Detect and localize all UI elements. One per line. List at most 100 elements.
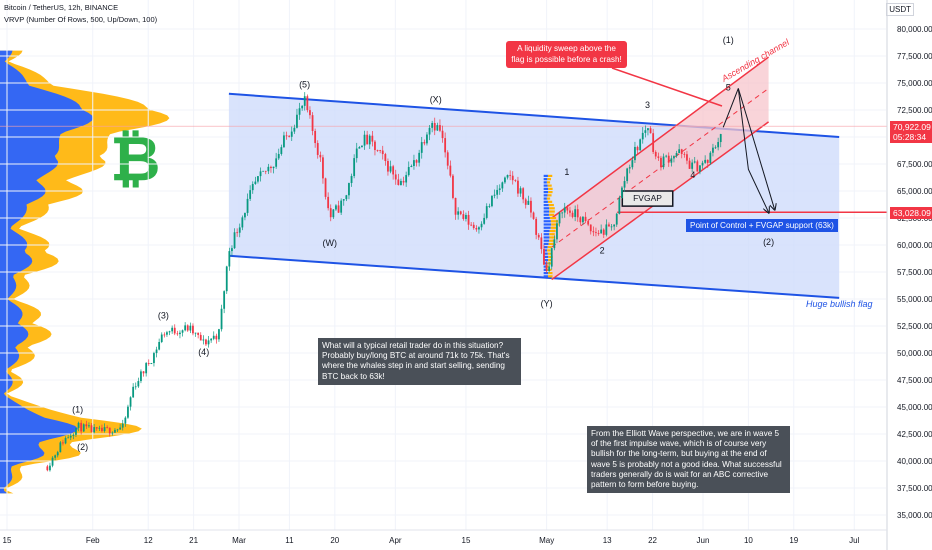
candle-body	[397, 179, 400, 186]
candle-body	[288, 135, 291, 137]
mini-volume-bar	[543, 191, 549, 194]
candle-body	[478, 227, 480, 230]
candle-body	[402, 180, 405, 183]
mini-volume-bar	[547, 252, 552, 255]
candle-body	[491, 195, 493, 207]
candle-body	[111, 432, 114, 434]
candle-body	[628, 167, 631, 169]
candle-body	[439, 125, 441, 131]
candle-body	[158, 341, 161, 350]
mini-volume-bar	[548, 255, 553, 258]
candle-body	[592, 231, 595, 233]
current-price: 70,922.09	[893, 122, 931, 132]
mini-volume-bar	[547, 178, 551, 181]
candle-body	[103, 427, 106, 432]
elliott-wave-note: From the Elliott Wave perspective, we ar…	[587, 426, 790, 494]
candle-body	[147, 363, 150, 364]
candle-body	[210, 338, 213, 341]
candle-body	[137, 381, 140, 387]
candle-body	[498, 188, 501, 190]
mini-volume-bar	[543, 194, 548, 197]
candle-body	[340, 200, 343, 213]
mini-volume-bar	[543, 246, 548, 249]
candle-body	[163, 334, 166, 336]
candle-body	[186, 325, 189, 331]
candle-body	[262, 170, 265, 172]
currency-unit-button[interactable]: USDT	[886, 3, 914, 16]
candle-body	[545, 264, 548, 271]
mini-volume-bar	[543, 213, 549, 216]
candle-body	[51, 457, 54, 466]
candle-body	[59, 442, 62, 453]
candle-body	[277, 153, 280, 159]
candle-body	[675, 153, 678, 157]
wave-label: 2	[600, 246, 605, 256]
mini-volume-bar	[543, 220, 551, 223]
candle-body	[696, 161, 699, 172]
x-tick-label: Mar	[232, 536, 246, 545]
candle-body	[335, 205, 337, 210]
candle-body	[249, 190, 252, 199]
mini-volume-bar	[547, 246, 552, 249]
candle-body	[218, 329, 220, 340]
candle-body	[106, 427, 109, 428]
candle-body	[511, 175, 514, 181]
candle-body	[472, 224, 475, 229]
candle-body	[699, 165, 701, 172]
mini-volume-bar	[543, 252, 548, 255]
candle-body	[423, 142, 426, 144]
candle-body	[688, 160, 691, 169]
candle-body	[532, 212, 535, 219]
candle-body	[639, 139, 642, 151]
candle-body	[686, 154, 688, 161]
candle-body	[496, 189, 499, 195]
candle-body	[407, 167, 410, 176]
candle-body	[457, 211, 460, 215]
mini-volume-bar	[551, 223, 559, 226]
candle-body	[719, 134, 722, 143]
ascending-upper-line	[551, 56, 770, 219]
mini-volume-bar	[543, 174, 548, 177]
mini-volume-bar	[548, 187, 553, 190]
candle-body	[418, 152, 421, 163]
candle-body	[400, 180, 402, 186]
candle-body	[236, 232, 239, 234]
mini-volume-bar	[548, 259, 553, 262]
candle-body	[449, 165, 452, 176]
candle-body	[361, 145, 363, 148]
candle-body	[184, 325, 187, 331]
candle-body	[225, 266, 228, 292]
x-tick-label: 22	[648, 536, 657, 545]
poc-label: Point of Control + FVGAP support (63k)	[686, 219, 838, 232]
candle-body	[441, 130, 444, 139]
y-tick-label: 60,000.00	[897, 241, 932, 250]
y-tick-label: 65,000.00	[897, 187, 932, 196]
candle-body	[205, 339, 207, 345]
candle-body	[504, 177, 506, 183]
mini-volume-bar	[543, 200, 548, 203]
candle-body	[644, 130, 647, 133]
candle-body	[179, 332, 181, 335]
candle-body	[548, 266, 551, 271]
candle-body	[46, 466, 49, 471]
candle-body	[270, 166, 272, 169]
candle-body	[618, 197, 621, 214]
projection-path-alt	[737, 88, 774, 209]
candle-body	[678, 149, 681, 154]
wave-label: (4)	[198, 347, 209, 357]
candle-body	[610, 226, 613, 228]
flag-lower-line	[228, 254, 840, 299]
mini-volume-bar	[549, 233, 555, 236]
candle-body	[121, 423, 124, 428]
candle-body	[337, 205, 340, 213]
candle-body	[574, 209, 577, 217]
mini-volume-bar	[543, 275, 549, 278]
candle-body	[405, 175, 408, 183]
candle-body	[254, 181, 257, 185]
candle-body	[342, 199, 345, 201]
mini-volume-bar	[548, 275, 553, 278]
candle-body	[673, 156, 675, 159]
y-tick-label: 80,000.00	[897, 25, 932, 34]
candle-body	[641, 132, 644, 140]
